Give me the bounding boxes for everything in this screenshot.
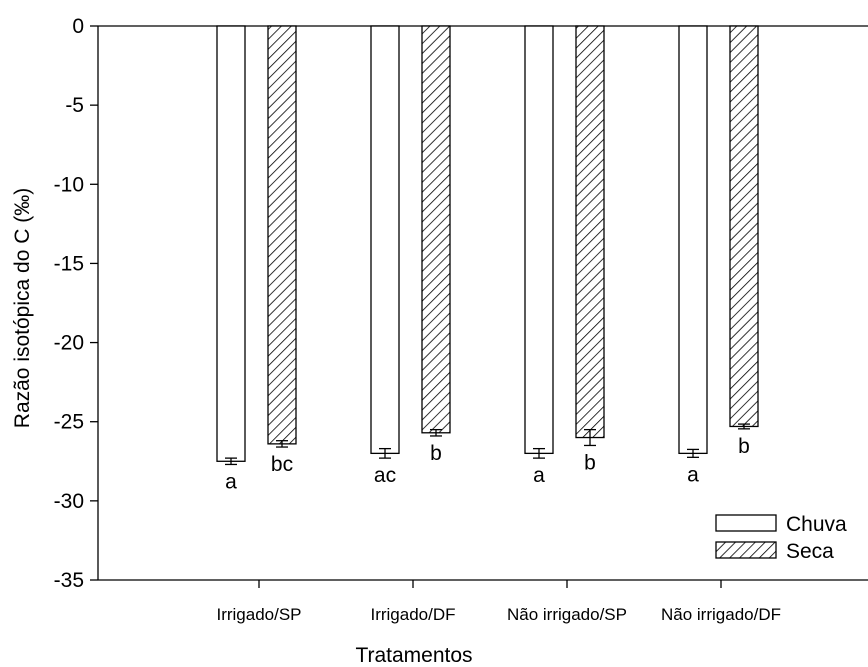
legend-swatch-seca xyxy=(715,541,777,559)
bar-chuva xyxy=(216,25,246,462)
y-tick-label: -30 xyxy=(54,490,84,513)
legend-label-chuva: Chuva xyxy=(786,513,847,536)
significance-letter: bc xyxy=(271,453,293,476)
x-axis-title: Tratamentos xyxy=(355,644,472,667)
bar-chuva xyxy=(370,25,400,455)
significance-letter: b xyxy=(738,435,750,458)
x-tick-label: Não irrigado/SP xyxy=(507,605,627,624)
legend-label-seca: Seca xyxy=(786,540,834,563)
significance-letter: a xyxy=(533,464,545,487)
y-tick-label: 0 xyxy=(72,15,84,38)
x-tick-label: Irrigado/SP xyxy=(216,605,301,624)
significance-letter: a xyxy=(687,463,699,486)
bar-seca xyxy=(421,25,451,434)
y-axis: 0 -5 -10 -15 -20 -25 -30 -35 xyxy=(54,15,99,592)
legend-swatch-chuva xyxy=(715,514,777,532)
y-tick-label: -10 xyxy=(54,173,84,196)
significance-letter: a xyxy=(225,470,237,493)
x-tick-label: Não irrigado/DF xyxy=(661,605,781,624)
bar-chuva xyxy=(524,25,554,455)
bar-seca xyxy=(575,25,605,439)
y-tick-label: -25 xyxy=(54,411,84,434)
significance-letter: b xyxy=(584,451,596,474)
y-tick-label: -5 xyxy=(65,94,84,117)
significance-letter: ac xyxy=(374,464,396,487)
y-tick-label: -20 xyxy=(54,332,84,355)
legend: Chuva Seca xyxy=(715,513,847,563)
bar-chuva xyxy=(678,25,708,455)
bar-series: a bc ac b a b a b xyxy=(216,25,759,493)
bar-seca xyxy=(267,25,297,445)
bar-seca xyxy=(729,25,759,428)
y-axis-title: Razão isotópica do C (‰) xyxy=(11,188,34,428)
y-tick-label: -15 xyxy=(54,252,84,275)
significance-letter: b xyxy=(430,442,442,465)
y-tick-label: -35 xyxy=(54,569,84,592)
x-tick-label: Irrigado/DF xyxy=(370,605,455,624)
